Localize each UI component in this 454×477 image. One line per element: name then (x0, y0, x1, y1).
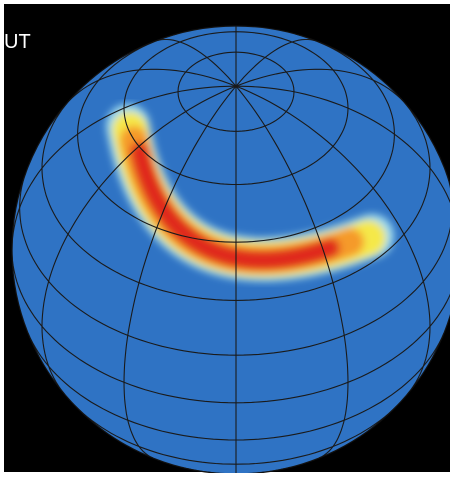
time-label: UT (4, 31, 31, 53)
graticule-line (123, 85, 237, 459)
graticule-line (41, 97, 431, 301)
graticule-line (235, 85, 349, 459)
graticule-line (235, 38, 317, 87)
graticule-line (123, 31, 349, 186)
graticule-line (74, 405, 398, 465)
graticule-line (12, 249, 454, 404)
graticule-line (235, 85, 431, 395)
graticule-line (177, 51, 295, 132)
aurora-oval (106, 104, 394, 282)
graticule-line (77, 33, 395, 243)
graticule-line (155, 38, 237, 87)
graticule-line (19, 171, 453, 356)
graticule-line (41, 85, 237, 395)
graticule-line (27, 332, 445, 441)
graticule (12, 26, 454, 474)
